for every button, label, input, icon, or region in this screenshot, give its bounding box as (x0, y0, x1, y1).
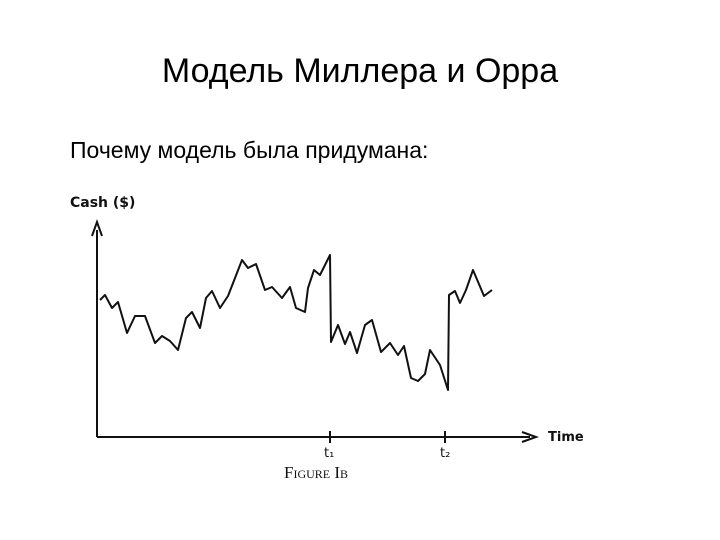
y-label: Cash ($) (70, 195, 135, 211)
figure-caption: Figure Ib (284, 463, 348, 482)
x-label: Time (548, 430, 584, 445)
slide-title: Модель Миллера и Орра (162, 52, 558, 90)
t1-label: t₁ (324, 446, 334, 461)
y-arrow (91, 219, 103, 237)
x-arrow (521, 431, 539, 443)
t2-label: t₂ (440, 446, 450, 461)
cash-line (99, 254, 493, 391)
figure (91, 219, 539, 443)
slide-subtitle: Почему модель была придумана: (70, 137, 428, 163)
